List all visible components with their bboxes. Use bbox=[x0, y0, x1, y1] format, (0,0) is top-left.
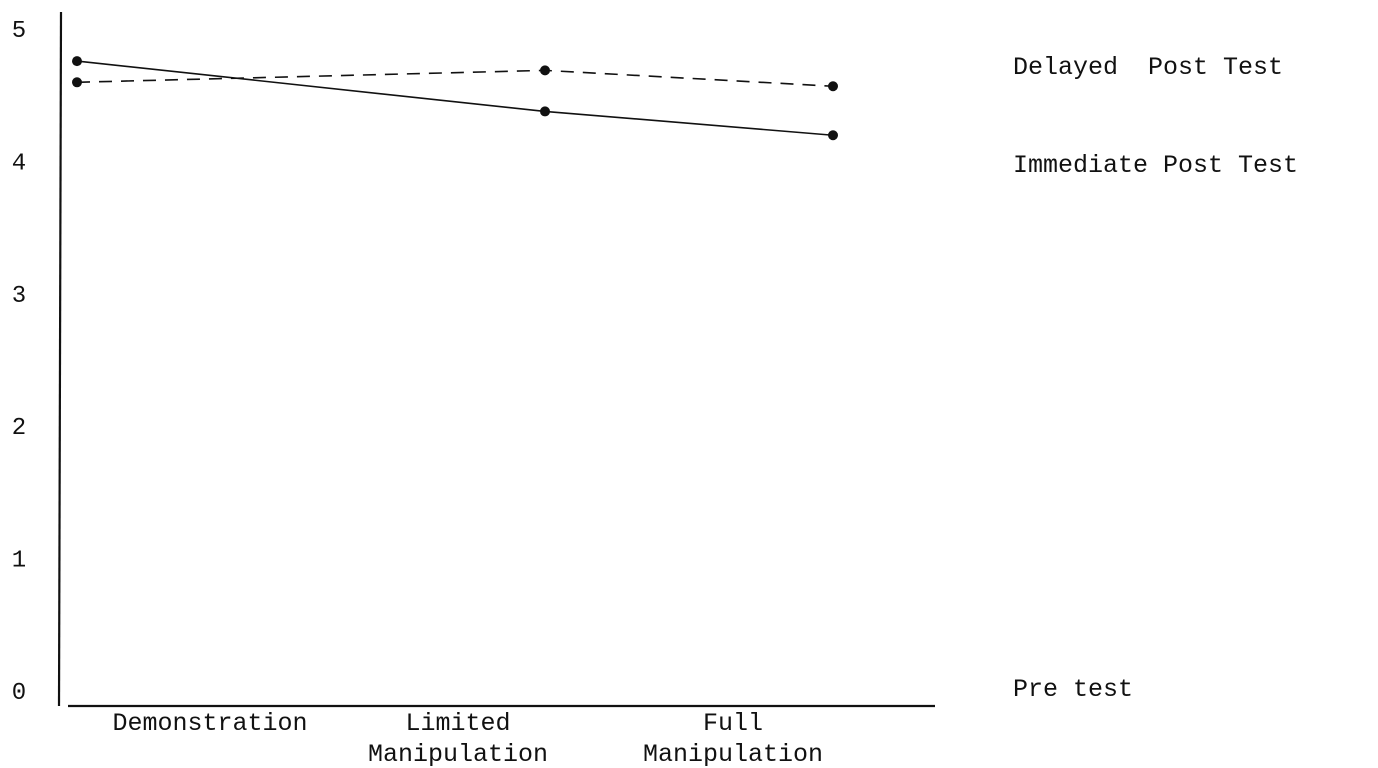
y-tick-label: 4 bbox=[12, 150, 26, 177]
data-point bbox=[72, 77, 82, 88]
series-label: Delayed Post Test bbox=[1013, 53, 1283, 82]
data-point bbox=[540, 65, 550, 76]
series-points bbox=[72, 56, 838, 141]
series-lines bbox=[76, 60, 834, 137]
data-point bbox=[828, 81, 838, 92]
data-point bbox=[828, 130, 838, 141]
y-tick-label: 0 bbox=[12, 680, 26, 707]
y-axis-line bbox=[57, 11, 63, 707]
series-label: Pre test bbox=[1013, 675, 1133, 704]
series-labels: Delayed Post Test Immediate Post Test Pre … bbox=[1013, 53, 1298, 704]
data-point bbox=[540, 106, 550, 117]
y-tick-label: 2 bbox=[12, 415, 26, 442]
x-axis: Demonstration Limited Manipulation Full Mani… bbox=[68, 704, 935, 768]
x-tick-label: Demonstration bbox=[112, 709, 307, 738]
y-tick-label: 3 bbox=[12, 283, 26, 310]
series-label: Immediate Post Test bbox=[1013, 151, 1298, 180]
y-tick-label: 5 bbox=[12, 18, 26, 45]
x-tick-label: Full Manipulation bbox=[643, 709, 823, 768]
data-point bbox=[72, 56, 82, 67]
y-axis: 0 1 2 3 4 5 bbox=[12, 11, 63, 707]
y-tick-label: 1 bbox=[12, 548, 26, 575]
x-tick-label: Limited Manipulation bbox=[368, 709, 548, 768]
